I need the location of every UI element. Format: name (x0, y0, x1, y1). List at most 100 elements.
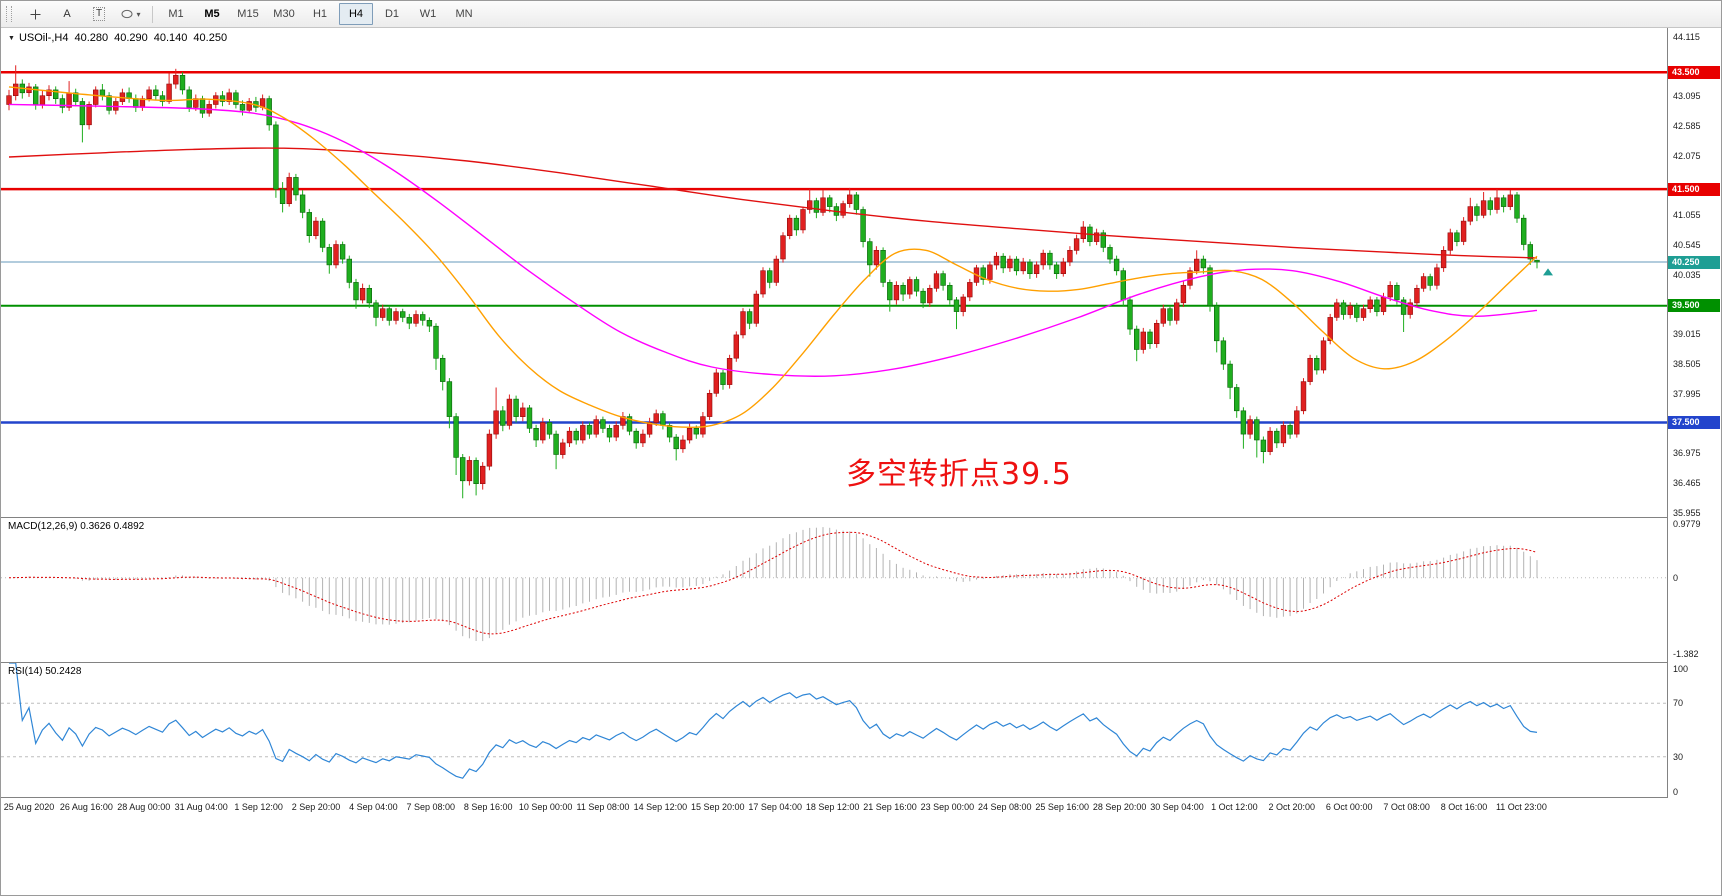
candles-series (6, 65, 1540, 499)
ma-mid-magenta-line (8, 103, 1538, 377)
price-axis[interactable]: 44.115 43.095 42.585 42.075 41.055 40.545 40.0… (1667, 28, 1721, 798)
price-tick-label: 41.055 (1673, 210, 1701, 220)
time-axis-separator (1, 797, 1721, 798)
time-axis-label: 2 Sep 20:00 (291, 802, 341, 812)
macd-tick-label: 0.9779 (1673, 518, 1701, 529)
timeframe-h4-button[interactable]: H4 (339, 3, 373, 25)
time-axis-label: 21 Sep 16:00 (863, 802, 917, 812)
macd-header: MACD(12,26,9) 0.3626 0.4892 (8, 521, 145, 532)
level-price-label-39.500: 39.500 (1668, 299, 1720, 313)
time-axis-label: 7 Oct 08:00 (1383, 802, 1430, 812)
timeframe-mn-button[interactable]: MN (455, 8, 473, 20)
macd-histogram (15, 527, 1538, 642)
time-axis-label: 11 Sep 08:00 (576, 802, 630, 812)
level-price-label-37.500: 37.500 (1668, 416, 1720, 429)
price-tick-label: 40.035 (1673, 269, 1701, 280)
toolbar-separator (152, 5, 153, 23)
timeframe-d1-button[interactable]: D1 (384, 8, 400, 20)
macd-panel[interactable]: MACD(12,26,9) 0.3626 0.4892 (1, 518, 1667, 662)
timeframe-m30-button[interactable]: M30 (273, 8, 295, 20)
tool-text-label-button[interactable]: T (84, 3, 114, 25)
time-axis-label: 2 Oct 20:00 (1268, 802, 1316, 812)
shapes-icon (121, 9, 133, 19)
rsi-tick-label: 0 (1673, 787, 1679, 797)
price-tick-label: 44.115 (1673, 31, 1700, 42)
rsi-chart[interactable] (1, 663, 1667, 797)
toolbar: A T ▾ M1 M5 M15 M30 H1 H4 D1 W1 MN (1, 1, 1721, 28)
time-axis-label: 17 Sep 04:00 (748, 802, 802, 812)
dropdown-caret-icon: ▾ (136, 9, 141, 19)
drawing-tools-group: A T ▾ (19, 3, 147, 25)
ohlc-low: 40.140 (153, 32, 188, 44)
price-tick-label: 42.075 (1673, 150, 1701, 161)
timeframe-buttons-group: M1 M5 M15 M30 H1 H4 D1 W1 MN (158, 3, 482, 25)
toolbar-grip[interactable] (6, 6, 12, 22)
tool-shapes-button[interactable]: ▾ (116, 3, 146, 25)
price-tick-label: 38.505 (1673, 358, 1701, 369)
level-price-label-41.500: 41.500 (1668, 182, 1720, 196)
time-axis-label: 28 Sep 20:00 (1092, 802, 1147, 812)
timeframe-m5-button[interactable]: M5 (204, 8, 220, 20)
time-axis-label: 28 Aug 00:00 (117, 802, 171, 812)
time-axis-label: 4 Sep 04:00 (349, 802, 398, 812)
time-axis-label: 14 Sep 12:00 (633, 802, 688, 812)
time-axis-label: 24 Sep 08:00 (978, 802, 1032, 812)
time-axis-label: 26 Aug 16:00 (59, 802, 113, 812)
panel-separator[interactable] (1, 662, 1721, 663)
time-axis-label: 31 Aug 04:00 (174, 802, 228, 812)
chart-annotation-text: 多空转折点39.5 (846, 457, 1072, 492)
time-axis-label: 15 Sep 20:00 (691, 802, 745, 812)
time-axis-label: 30 Sep 04:00 (1150, 802, 1204, 812)
chart-header: ▼ USOil-,H4 40.280 40.290 40.140 40.250 (8, 32, 233, 44)
timeframe-w1-button[interactable]: W1 (419, 8, 437, 20)
time-axis-label: 10 Sep 00:00 (518, 802, 573, 812)
rsi-tick-label: 70 (1673, 698, 1684, 709)
time-axis-label: 6 Oct 00:00 (1325, 802, 1373, 812)
time-axis[interactable]: 25 Aug 2020 26 Aug 16:00 28 Aug 00:00 31 Au… (1, 798, 1721, 817)
tool-arrow-style-button[interactable]: A (52, 3, 82, 25)
time-axis-label: 11 Oct 23:00 (1495, 802, 1547, 812)
price-direction-arrow-icon (1543, 268, 1553, 276)
price-tick-label: 36.975 (1673, 448, 1701, 459)
macd-tick-label: 0 (1673, 572, 1679, 583)
rsi-panel[interactable]: RSI(14) 50.2428 (1, 663, 1667, 797)
price-panel[interactable]: ▼ USOil-,H4 40.280 40.290 40.140 40.250 … (1, 28, 1667, 517)
rsi-tick-label: 30 (1673, 751, 1684, 762)
rsi-header: RSI(14) 50.2428 (8, 666, 82, 677)
price-tick-label: 43.095 (1673, 91, 1701, 101)
macd-signal-line (8, 531, 1538, 635)
level-price-label-43.500: 43.500 (1668, 65, 1720, 79)
current-price-label: 40.250 (1668, 255, 1720, 269)
ohlc-open: 40.280 (74, 32, 109, 44)
price-tick-label: 36.465 (1673, 477, 1701, 488)
collapse-arrow-icon[interactable]: ▼ (8, 34, 15, 42)
symbol-timeframe-label: USOil-,H4 (18, 32, 69, 44)
time-axis-label: 1 Oct 12:00 (1211, 802, 1258, 812)
chart-area: ▼ USOil-,H4 40.280 40.290 40.140 40.250 … (1, 28, 1721, 817)
macd-chart[interactable] (1, 518, 1667, 662)
time-axis-label: 8 Sep 16:00 (463, 802, 513, 812)
timeframe-m15-button[interactable]: M15 (237, 8, 259, 20)
timeframe-h1-button[interactable]: H1 (312, 8, 328, 20)
price-tick-label: 42.585 (1673, 120, 1701, 131)
rsi-line (9, 663, 1538, 779)
timeframe-m1-button[interactable]: M1 (168, 8, 184, 20)
price-tick-label: 39.015 (1673, 329, 1701, 340)
ma-slow-red-line (8, 147, 1538, 259)
tool-label: A (63, 8, 71, 20)
panel-separator[interactable] (1, 517, 1721, 518)
time-axis-label: 7 Sep 08:00 (406, 802, 456, 812)
candlestick-chart[interactable] (1, 28, 1667, 517)
time-axis-label: 25 Aug 2020 (3, 802, 55, 812)
price-tick-label: 40.545 (1673, 239, 1701, 250)
price-tick-label: 35.955 (1673, 507, 1701, 518)
time-axis-label: 1 Sep 12:00 (234, 802, 283, 812)
time-axis-label: 18 Sep 12:00 (805, 802, 860, 812)
rsi-tick-label: 100 (1673, 664, 1689, 674)
macd-tick-label: -1.382 (1673, 649, 1699, 660)
ohlc-close: 40.250 (193, 32, 228, 44)
price-tick-label: 37.995 (1673, 388, 1701, 399)
crosshair-icon (30, 9, 40, 19)
tool-crosshair-button[interactable] (20, 3, 50, 25)
